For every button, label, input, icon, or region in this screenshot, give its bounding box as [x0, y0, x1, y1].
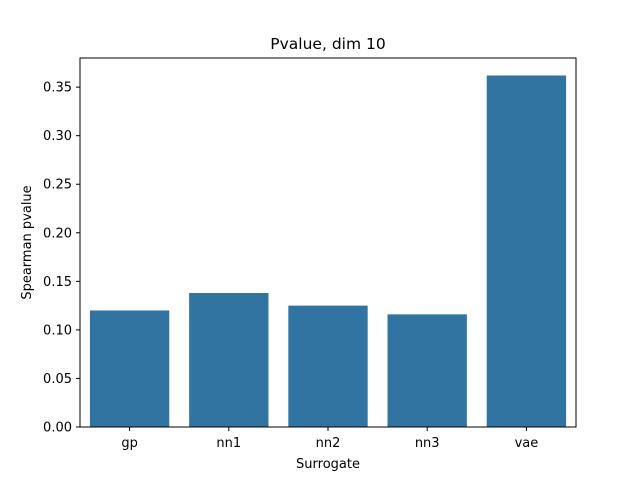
- x-axis-label: Surrogate: [296, 457, 360, 472]
- y-axis-label: Spearman pvalue: [20, 185, 35, 299]
- y-tick-label: 0.10: [43, 323, 72, 338]
- y-tick-label: 0.05: [43, 372, 72, 387]
- x-tick-label: nn3: [415, 436, 440, 451]
- y-tick-label: 0.20: [43, 226, 72, 241]
- bar-nn1: [189, 292, 269, 427]
- y-tick-label: 0.15: [43, 275, 72, 290]
- y-tick-label: 0.25: [43, 178, 72, 193]
- x-tick-label: gp: [121, 436, 138, 451]
- x-axis-ticks: gp nn1 nn2 nn3 vae: [121, 427, 538, 451]
- y-tick-label: 0.35: [43, 81, 72, 96]
- x-tick-label: nn1: [216, 436, 241, 451]
- x-tick-label: nn2: [316, 436, 341, 451]
- y-tick-label: 0.30: [43, 129, 72, 144]
- x-tick-label: vae: [515, 436, 539, 451]
- bars: [89, 75, 567, 428]
- bar-gp: [89, 310, 170, 427]
- bar-vae: [486, 75, 567, 428]
- chart-title: Pvalue, dim 10: [270, 35, 385, 53]
- bar-nn3: [387, 314, 467, 427]
- y-axis-ticks: 0.00 0.05 0.10 0.15 0.20 0.25 0.30 0.35: [43, 81, 80, 436]
- plot-frame: [79, 57, 577, 428]
- bar-nn2: [288, 305, 368, 427]
- y-tick-label: 0.00: [43, 421, 72, 436]
